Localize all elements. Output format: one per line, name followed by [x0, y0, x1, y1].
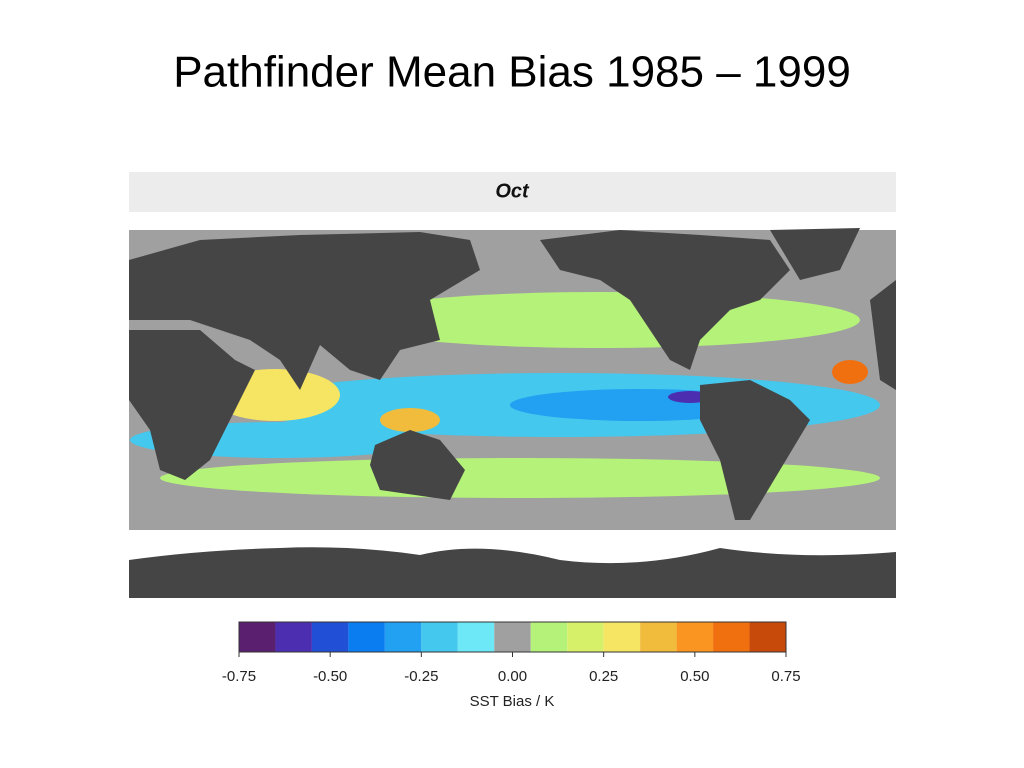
colorbar-swatch [749, 622, 786, 652]
colorbar-swatch [384, 622, 422, 652]
colorbar-swatch [603, 622, 641, 652]
colorbar-swatch [239, 622, 276, 652]
colorbar-tick-label: -0.75 [222, 668, 256, 685]
bias-region [832, 360, 868, 384]
colorbar-tick-label: 0.00 [498, 668, 527, 685]
panel-label: Oct [495, 180, 530, 202]
colorbar-swatch [640, 622, 677, 652]
eurasia [129, 232, 480, 390]
colorbar-swatch [275, 622, 312, 652]
europe-edge [870, 280, 896, 390]
no-data [129, 212, 896, 230]
bias-region [380, 408, 440, 432]
colorbar-swatch [530, 622, 568, 652]
australia [370, 430, 465, 500]
slide-title: Pathfinder Mean Bias 1985 – 1999 [173, 48, 851, 97]
map-panel: Oct [129, 172, 896, 598]
land [129, 228, 896, 598]
colorbar: -0.75 -0.50 -0.25 0.00 0.25 0.50 0.75 [222, 621, 801, 685]
africa [129, 330, 255, 480]
colorbar-tick-label: 0.75 [771, 668, 800, 685]
panel-header [129, 172, 896, 212]
colorbar-tick-label: 0.25 [589, 668, 618, 685]
colorbar-swatch [421, 622, 458, 652]
south-america [700, 380, 810, 520]
colorbar-swatch [494, 622, 531, 652]
colorbar-tick-label: 0.50 [680, 668, 709, 685]
greenland [770, 228, 860, 280]
colorbar-label: SST Bias / K [470, 693, 555, 710]
colorbar-swatch [567, 622, 604, 652]
colorbar-swatch [311, 622, 349, 652]
colorbar-swatch [348, 622, 385, 652]
north-america [540, 230, 790, 370]
antarctica [129, 547, 896, 598]
bias-region [160, 458, 880, 498]
colorbar-swatch [713, 622, 750, 652]
colorbar-swatch [676, 622, 714, 652]
colorbar-swatch [457, 622, 495, 652]
colorbar-tick-label: -0.50 [313, 668, 347, 685]
colorbar-tick-label: -0.25 [404, 668, 438, 685]
